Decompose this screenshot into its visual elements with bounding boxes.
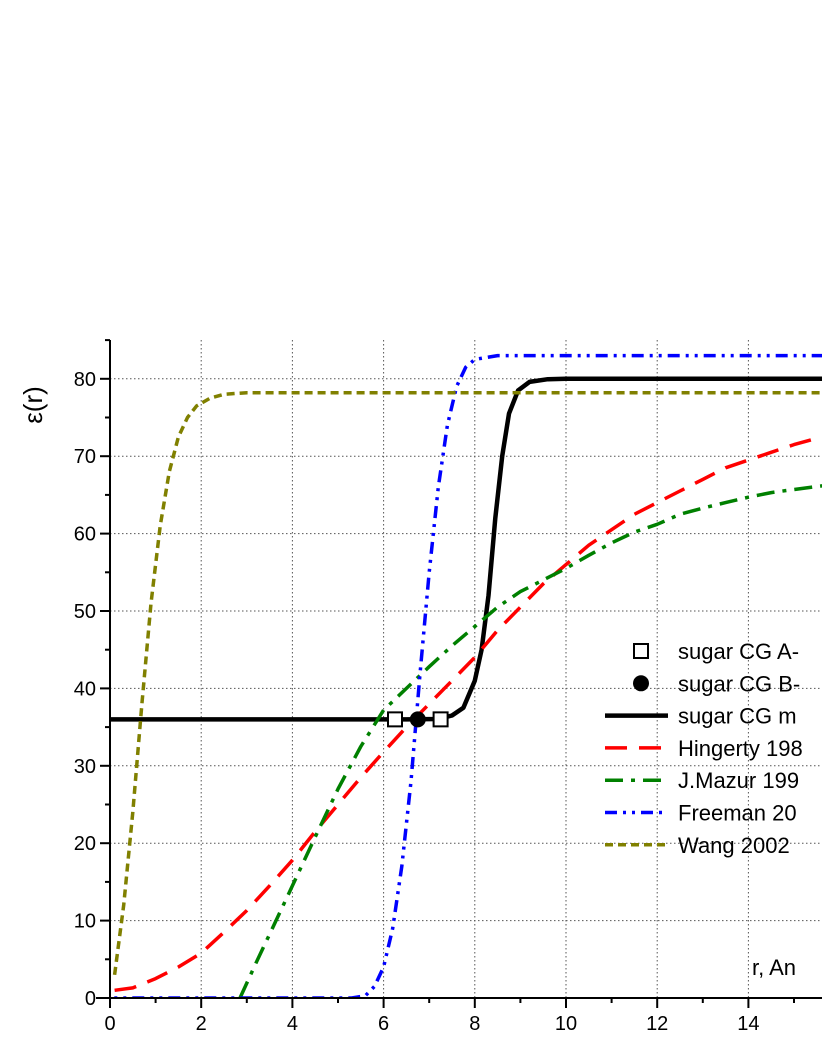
- legend-symbol-circle: [633, 675, 649, 692]
- series-line-3: [114, 435, 822, 993]
- y-tick-label: 60: [74, 524, 96, 546]
- series-line-2: [110, 376, 822, 722]
- y-tick-label: 30: [74, 756, 96, 778]
- legend-label: sugar CG A-: [678, 639, 799, 664]
- y-tick-label: 0: [85, 988, 96, 1010]
- x-tick-label: 0: [104, 1013, 115, 1035]
- x-tick-label: 2: [196, 1013, 207, 1035]
- series-line-6: [112, 390, 822, 976]
- x-tick-label: 10: [555, 1013, 577, 1035]
- x-tick-label: 14: [737, 1013, 759, 1035]
- legend: sugar CG A-sugar CG B-sugar CG m Hingerty…: [605, 639, 803, 858]
- legend-label: Freeman 20: [678, 801, 797, 826]
- y-tick-label: 80: [74, 369, 96, 391]
- y-axis-label: ε(r): [18, 386, 48, 424]
- y-tick-label: 40: [74, 678, 96, 700]
- y-tick-label: 50: [74, 601, 96, 623]
- data-point-square: [432, 711, 449, 728]
- y-tick-label: 20: [74, 833, 96, 855]
- axes: 0 10 20 30 40 50 60 70 80 0 2 4 6 8 10 12 14: [74, 339, 822, 1035]
- x-tick-label: 8: [469, 1013, 480, 1035]
- x-tick-label: 12: [646, 1013, 668, 1035]
- x-axis-label: r, An: [752, 955, 796, 980]
- y-tick-label: 70: [74, 446, 96, 468]
- data-point-square: [387, 711, 403, 728]
- legend-label: sugar CG B-: [678, 671, 800, 696]
- x-tick-label: 4: [287, 1013, 298, 1035]
- legend-label: sugar CG m: [678, 704, 797, 729]
- grid-lines: [110, 340, 822, 998]
- legend-symbol-square: [633, 643, 649, 659]
- legend-label: Wang 2002: [678, 833, 790, 858]
- y-tick-label: 10: [74, 911, 96, 933]
- series-line-4: [238, 484, 822, 998]
- data-point-circle: [409, 711, 426, 728]
- series-layer: [110, 353, 822, 998]
- legend-label: Hingerty 198: [678, 736, 803, 761]
- legend-label: J.Mazur 199: [678, 768, 799, 793]
- x-tick-label: 6: [378, 1013, 389, 1035]
